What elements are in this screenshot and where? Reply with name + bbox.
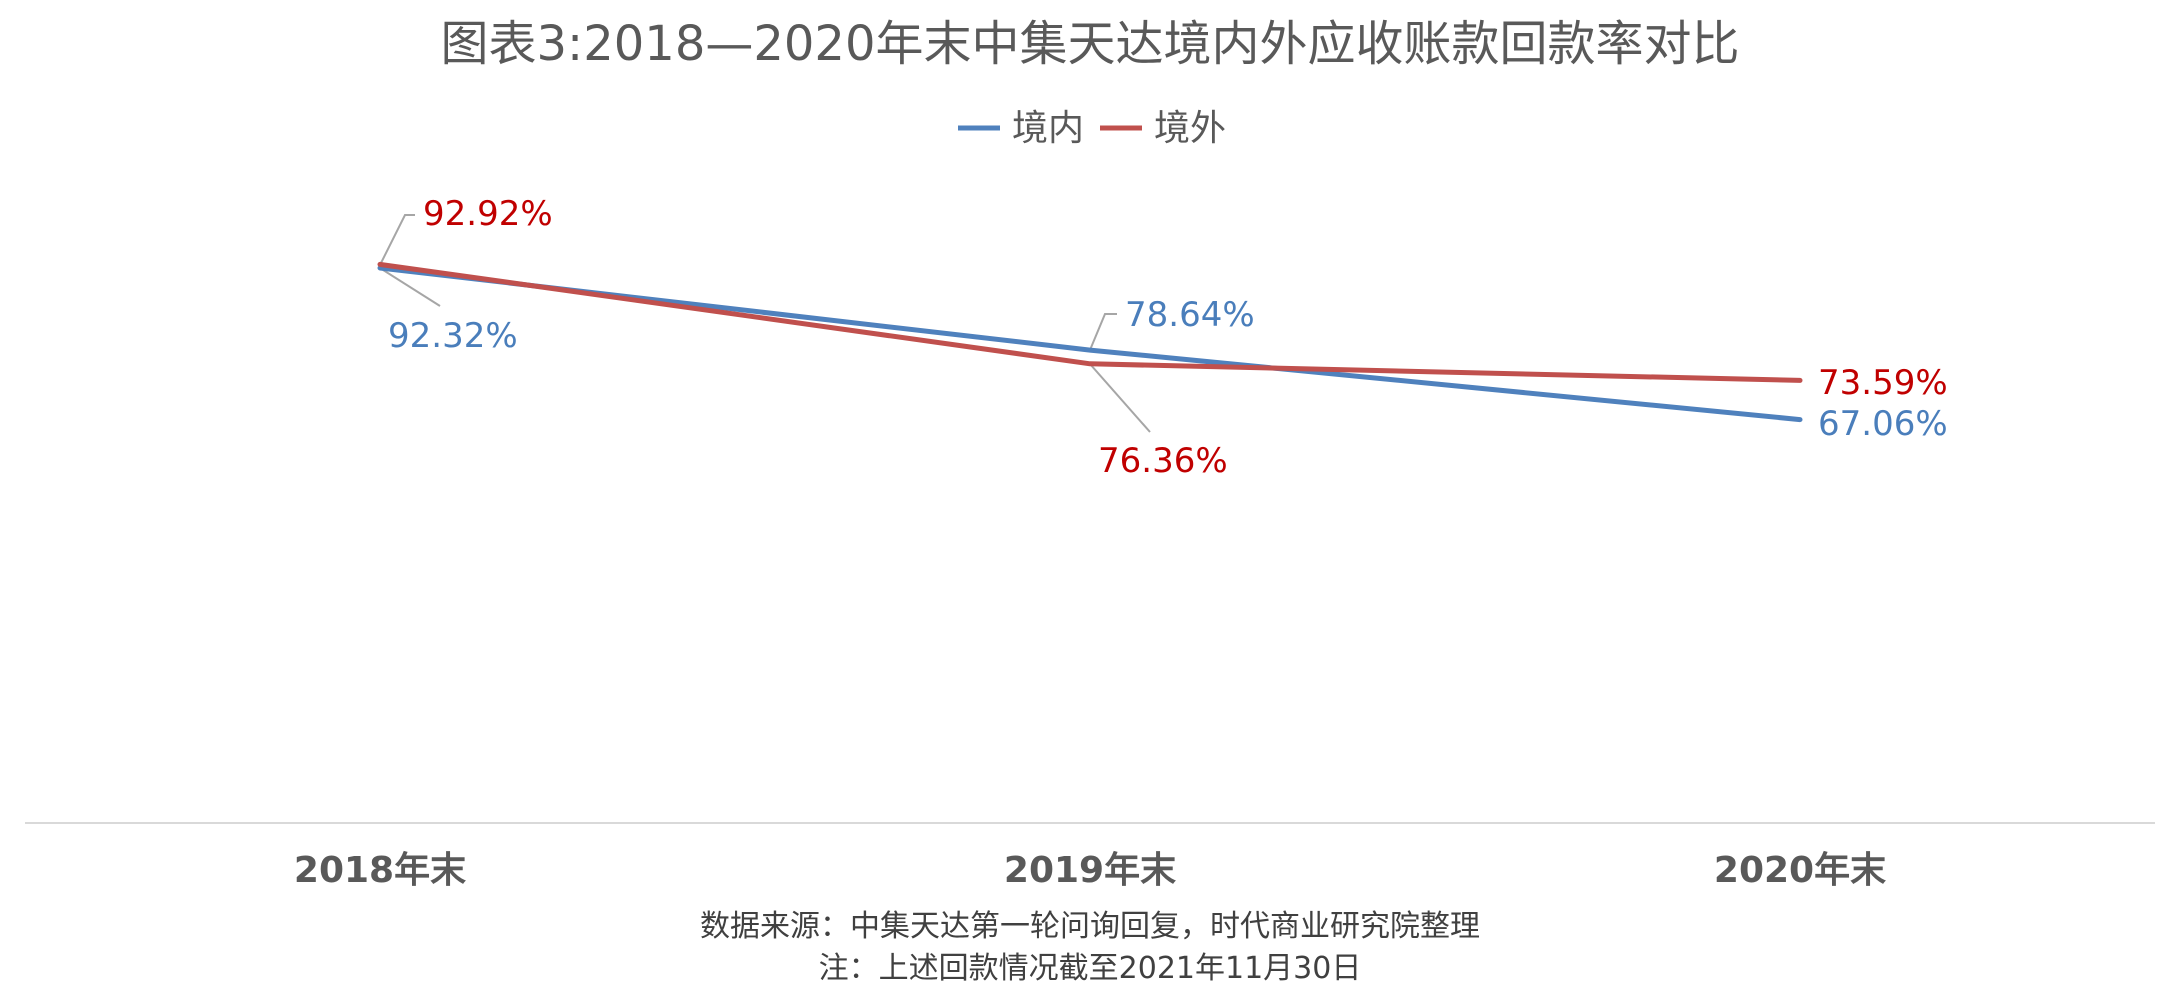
- data-label-overseas-2018: 92.92%: [423, 194, 553, 234]
- legend-label-overseas: 境外: [1154, 108, 1226, 149]
- leader-line-overseas-2019: [1089, 363, 1151, 433]
- x-axis-ticks: 2018年末 2019年末 2020年末: [294, 850, 1886, 891]
- leader-line-overseas-2018: [379, 214, 415, 266]
- leader-lines: [379, 214, 1151, 433]
- x-tick-label-2019: 2019年末: [1004, 850, 1176, 891]
- leader-line-domestic-2019: [1089, 313, 1117, 351]
- data-label-overseas-2019: 76.36%: [1098, 441, 1228, 481]
- legend-label-domestic: 境内: [1012, 108, 1084, 149]
- series-line-domestic: [377, 265, 1803, 423]
- chart-title: 图表3:2018—2020年末中集天达境内外应收账款回款率对比: [440, 16, 1739, 72]
- legend: 境内 境外: [958, 108, 1226, 149]
- leader-line-domestic-2018: [379, 267, 441, 307]
- source-note: 数据来源：中集天达第一轮问询回复，时代商业研究院整理: [700, 909, 1480, 944]
- footer: 数据来源：中集天达第一轮问询回复，时代商业研究院整理 注：上述回款情况截至202…: [700, 909, 1480, 986]
- x-tick-label-2018: 2018年末: [294, 850, 466, 891]
- series-line-overseas: [377, 261, 1803, 383]
- data-labels: 92.92% 92.32% 78.64% 76.36% 73.59% 67.06…: [388, 194, 1948, 481]
- x-tick-label-2020: 2020年末: [1714, 850, 1886, 891]
- data-label-domestic-2018: 92.32%: [388, 316, 518, 356]
- footnote: 注：上述回款情况截至2021年11月30日: [819, 951, 1362, 986]
- data-label-domestic-2020: 67.06%: [1818, 404, 1948, 444]
- series-lines: [377, 261, 1803, 423]
- data-label-overseas-2020: 73.59%: [1818, 363, 1948, 403]
- data-label-domestic-2019: 78.64%: [1125, 295, 1255, 335]
